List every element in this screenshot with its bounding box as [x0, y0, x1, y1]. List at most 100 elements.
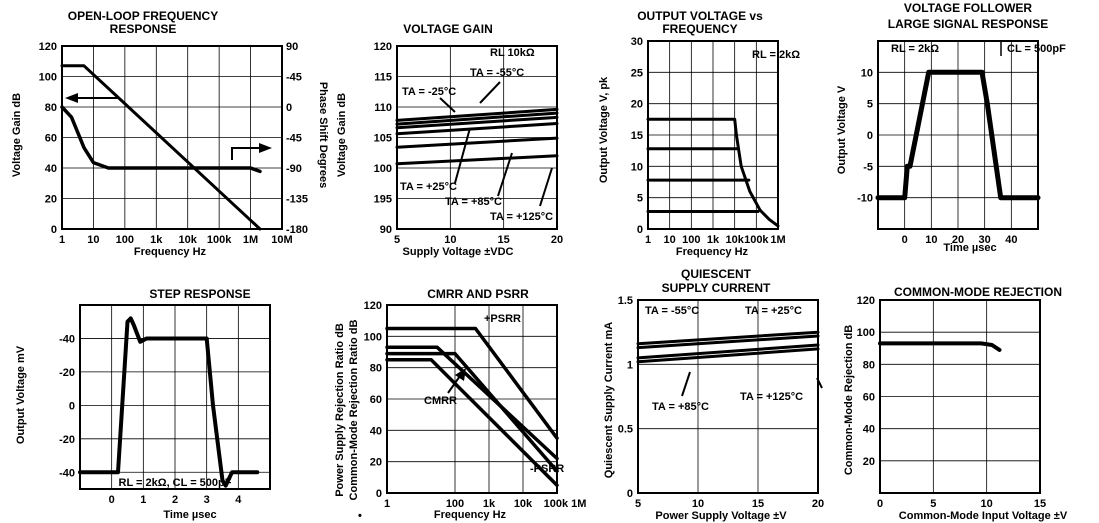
- y-tick-label: 80: [45, 102, 57, 114]
- x-tick-label: 100: [446, 498, 464, 510]
- y-tick-label: 20: [45, 194, 57, 206]
- gain-arrow: [65, 93, 118, 103]
- y2-tick-label: 0: [286, 102, 292, 114]
- y-tick-label: 0: [637, 224, 643, 236]
- annotation-ta-minus25: TA = -25°C: [402, 86, 456, 98]
- y-tick-label: 100: [374, 163, 392, 175]
- y-tick-label: 80: [863, 359, 875, 371]
- series-line-1: [395, 111, 559, 126]
- chart-voltage-gain: VOLTAGE GAIN 5 10 15 20 90 195 100 105 110 115 120…: [336, 22, 563, 258]
- series-line-0: [395, 107, 559, 122]
- annotation-ta-minus55: TA = -55°C: [470, 67, 524, 79]
- y-tick-label: 20: [370, 457, 382, 469]
- y-tick-label: -20: [59, 367, 75, 379]
- x-tick-label: 1M: [770, 234, 785, 246]
- x-tick-label: 40: [1005, 234, 1017, 246]
- annotation-ta-plus85: TA = +85°C: [445, 196, 502, 208]
- y-axis-label-cmrr: Common-Mode Rejection Ratio dB: [348, 320, 360, 501]
- y2-tick-label: -135: [286, 194, 308, 206]
- y-axis-label: Common-Mode Rejection dB: [843, 325, 855, 475]
- y2-tick-label: -45: [286, 133, 302, 145]
- y-tick-label: 40: [863, 424, 875, 436]
- x-axis-label: Power Supply Voltage ±V: [655, 510, 787, 522]
- y-tick-label: 1: [627, 359, 633, 371]
- y-axis-label: Output Voltage V, pk: [598, 76, 610, 183]
- annotation-ta-minus55: TA = -55°C: [645, 305, 699, 317]
- callout-leaders: [681, 371, 823, 397]
- x-tick-label: 10: [444, 234, 456, 246]
- y-tick-label: 120: [39, 41, 57, 53]
- chart-open-loop-frequency-response: OPEN-LOOP FREQUENCY RESPONSE 1 10 100 1k 10k…: [11, 9, 329, 258]
- annotation-ta-plus25: TA = +25°C: [745, 305, 802, 317]
- y-tick-label: 10: [631, 161, 643, 173]
- series-line-2: [385, 351, 559, 473]
- plot-frame: [79, 304, 271, 490]
- x-tick-label: 15: [498, 234, 510, 246]
- x-tick-label: 0: [902, 234, 908, 246]
- series-line-0: [878, 341, 1002, 352]
- x-tick-label: 4: [235, 494, 242, 506]
- series-line-0: [60, 64, 262, 231]
- y2-axis-label: Phase Shift Degrees: [317, 82, 329, 188]
- y2-tick-label: -180: [286, 224, 308, 236]
- x-tick-label: 10: [87, 234, 99, 246]
- y-tick-label: 0: [51, 224, 57, 236]
- y-tick-label: 20: [631, 99, 643, 111]
- series-line-4: [395, 136, 559, 149]
- series-line-0: [636, 330, 820, 346]
- y-axis-label: Voltage Gain dB: [11, 93, 23, 177]
- x-axis-label: Supply Voltage ±VDC: [403, 246, 514, 258]
- series-line-3: [395, 122, 559, 136]
- y-tick-label: -20: [59, 434, 75, 446]
- annotation-rl: RL = 2kΩ: [752, 49, 800, 61]
- chart-output-voltage-vs-frequency: OUTPUT VOLTAGE vs FREQUENCY 1 10 100 1k 10k 1…: [598, 9, 800, 258]
- x-axis-label: Time µsec: [943, 242, 996, 254]
- y-tick-label: 105: [374, 133, 392, 145]
- y-axis-label: Output Voltage mV: [15, 345, 27, 444]
- plot-frame: [61, 45, 283, 230]
- y-tick-label: 0: [627, 488, 633, 500]
- y-axis-label: Quiescent Supply Current mA: [603, 322, 615, 479]
- series-line-1: [636, 334, 820, 350]
- y-tick-label: 120: [364, 300, 382, 312]
- series-line-3: [636, 347, 820, 364]
- annotation-ta-plus125: TA = +125°C: [740, 391, 803, 403]
- plot-frame: [647, 40, 779, 230]
- y-tick-label: 100: [364, 331, 382, 343]
- y-axis-label-psrr: Power Supply Rejection Ratio dB: [334, 323, 346, 497]
- y-tick-label: -40: [59, 333, 75, 345]
- annotation-ta-plus125: TA = +125°C: [490, 211, 553, 223]
- x-tick-label: 1: [645, 234, 651, 246]
- y-tick-label: 40: [45, 163, 57, 175]
- x-tick-label: 0: [109, 494, 115, 506]
- annotation-rl: RL 10kΩ: [490, 47, 535, 59]
- y2-tick-label: -45: [286, 72, 302, 84]
- y-tick-label: 0: [69, 400, 75, 412]
- x-tick-label: 15: [752, 498, 764, 510]
- chart-quiescent-supply-current: QUIESCENT SUPPLY CURRENT 5 10 15 20 0 0.5 1 1.5…: [603, 267, 824, 522]
- y2-tick-label: -90: [286, 163, 302, 175]
- y-tick-label: 20: [863, 456, 875, 468]
- plot-frame: [637, 299, 819, 494]
- y-tick-label: 30: [631, 36, 643, 48]
- x-axis-label: Common-Mode Input Voltage ±V: [899, 510, 1068, 522]
- x-tick-label: 1k: [707, 234, 720, 246]
- y-tick-label: 115: [374, 72, 392, 84]
- series-line-0: [78, 316, 260, 488]
- y-axis-label: Output Voltage V: [836, 85, 848, 174]
- x-tick-label: 30: [979, 234, 991, 246]
- plot-frame: [386, 304, 558, 494]
- y-tick-label: 0: [376, 488, 382, 500]
- y2-tick-label: 90: [286, 41, 298, 53]
- y-tick-label: 120: [857, 295, 875, 307]
- y-tick-label: -40: [59, 467, 75, 479]
- series-line-2: [395, 115, 559, 130]
- y-tick-label: 5: [867, 99, 873, 111]
- series-line-5: [395, 154, 559, 166]
- x-tick-label: 10: [925, 234, 937, 246]
- chart-title-line1: VOLTAGE FOLLOWER: [904, 1, 1033, 15]
- chart-title: VOLTAGE GAIN: [403, 22, 493, 36]
- x-tick-label: 100: [116, 234, 134, 246]
- x-axis-label: Frequency Hz: [676, 246, 749, 258]
- chart-title-line2: RESPONSE: [110, 22, 177, 36]
